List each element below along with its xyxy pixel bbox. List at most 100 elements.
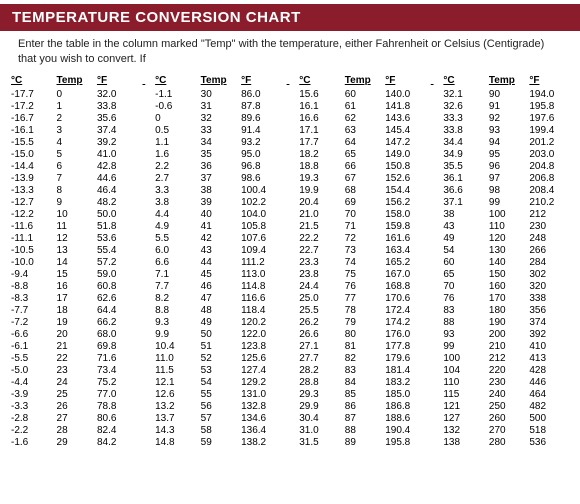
table-row: -2.22882.414.358136.431.088190.413227051… — [10, 425, 574, 437]
cell-c: 15.6 — [298, 89, 344, 101]
cell-f: 75.2 — [96, 377, 142, 389]
cell-f: 203.0 — [528, 149, 574, 161]
conversion-table-wrap: °CTemp°F °CTemp°F °CTemp°F °CTemp°F -17.… — [0, 73, 580, 449]
cell-c: 65 — [442, 269, 488, 281]
cell-t: 90 — [488, 89, 528, 101]
cell-t: 8 — [56, 185, 96, 197]
table-body: -17.7032.0-1.13086.015.660140.032.190194… — [10, 89, 574, 449]
table-row: -6.12169.810.451123.827.181177.899210410 — [10, 341, 574, 353]
cell-f: 147.2 — [384, 137, 430, 149]
cell-c: 138 — [442, 437, 488, 449]
cell-t: 70 — [344, 209, 384, 221]
cell-f: 71.6 — [96, 353, 142, 365]
cell-c: 11.0 — [154, 353, 200, 365]
table-row: -12.7948.23.839102.220.469156.237.199210… — [10, 197, 574, 209]
cell-t: 230 — [488, 377, 528, 389]
cell-c: 17.1 — [298, 125, 344, 137]
table-row: -11.61151.84.941105.821.571159.843110230 — [10, 221, 574, 233]
cell-t: 76 — [344, 281, 384, 293]
cell-c: 34.4 — [442, 137, 488, 149]
cell-c: -1.1 — [154, 89, 200, 101]
cell-f: 134.6 — [240, 413, 286, 425]
cell-f: 149.0 — [384, 149, 430, 161]
cell-t: 65 — [344, 149, 384, 161]
cell-c: 5.5 — [154, 233, 200, 245]
cell-t: 43 — [200, 245, 240, 257]
cell-f: 60.8 — [96, 281, 142, 293]
cell-c: 22.2 — [298, 233, 344, 245]
cell-f: 68.0 — [96, 329, 142, 341]
cell-f: 105.8 — [240, 221, 286, 233]
cell-c: 121 — [442, 401, 488, 413]
cell-t: 83 — [344, 365, 384, 377]
cell-t: 52 — [200, 353, 240, 365]
cell-t: 60 — [344, 89, 384, 101]
cell-f: 82.4 — [96, 425, 142, 437]
cell-f: 107.6 — [240, 233, 286, 245]
cell-c: -3.3 — [10, 401, 56, 413]
cell-c: 3.3 — [154, 185, 200, 197]
cell-t: 61 — [344, 101, 384, 113]
cell-c: 32.1 — [442, 89, 488, 101]
cell-c: 10.4 — [154, 341, 200, 353]
cell-t: 55 — [200, 389, 240, 401]
cell-c: 6.0 — [154, 245, 200, 257]
col-header-temp: Temp — [488, 73, 528, 89]
table-row: -14.4642.82.23696.818.866150.835.596204.… — [10, 161, 574, 173]
cell-f: 176.0 — [384, 329, 430, 341]
cell-t: 51 — [200, 341, 240, 353]
cell-c: 27.1 — [298, 341, 344, 353]
cell-f: 413 — [528, 353, 574, 365]
cell-t: 56 — [200, 401, 240, 413]
cell-f: 120.2 — [240, 317, 286, 329]
table-row: -8.31762.68.247116.625.077170.676170338 — [10, 293, 574, 305]
cell-t: 91 — [488, 101, 528, 113]
cell-f: 204.8 — [528, 161, 574, 173]
cell-c: 9.9 — [154, 329, 200, 341]
col-header-c: °C — [154, 73, 200, 89]
cell-t: 54 — [200, 377, 240, 389]
cell-t: 160 — [488, 281, 528, 293]
cell-f: 356 — [528, 305, 574, 317]
cell-t: 7 — [56, 173, 96, 185]
cell-t: 150 — [488, 269, 528, 281]
cell-f: 266 — [528, 245, 574, 257]
cell-c: 54 — [442, 245, 488, 257]
cell-f: 42.8 — [96, 161, 142, 173]
cell-t: 59 — [200, 437, 240, 449]
table-head: °CTemp°F °CTemp°F °CTemp°F °CTemp°F — [10, 73, 574, 89]
cell-f: 143.6 — [384, 113, 430, 125]
cell-c: 14.3 — [154, 425, 200, 437]
cell-f: 165.2 — [384, 257, 430, 269]
cell-c: -8.8 — [10, 281, 56, 293]
col-header-c: °C — [10, 73, 56, 89]
cell-f: 201.2 — [528, 137, 574, 149]
cell-f: 59.0 — [96, 269, 142, 281]
cell-f: 77.0 — [96, 389, 142, 401]
cell-c: 36.6 — [442, 185, 488, 197]
cell-t: 42 — [200, 233, 240, 245]
cell-c: -10.0 — [10, 257, 56, 269]
cell-f: 39.2 — [96, 137, 142, 149]
cell-c: 37.1 — [442, 197, 488, 209]
cell-t: 140 — [488, 257, 528, 269]
cell-t: 50 — [200, 329, 240, 341]
cell-t: 86 — [344, 401, 384, 413]
cell-t: 250 — [488, 401, 528, 413]
cell-c: 76 — [442, 293, 488, 305]
cell-c: 13.2 — [154, 401, 200, 413]
col-header-f: °F — [96, 73, 142, 89]
cell-t: 69 — [344, 197, 384, 209]
cell-f: 116.6 — [240, 293, 286, 305]
cell-c: 25.5 — [298, 305, 344, 317]
table-row: -15.5439.21.13493.217.764147.234.494201.… — [10, 137, 574, 149]
cell-c: 19.3 — [298, 173, 344, 185]
cell-c: 32.6 — [442, 101, 488, 113]
cell-t: 45 — [200, 269, 240, 281]
cell-f: 87.8 — [240, 101, 286, 113]
cell-t: 28 — [56, 425, 96, 437]
cell-t: 5 — [56, 149, 96, 161]
cell-f: 86.0 — [240, 89, 286, 101]
table-row: -10.51355.46.043109.422.773163.454130266 — [10, 245, 574, 257]
cell-c: 4.4 — [154, 209, 200, 221]
